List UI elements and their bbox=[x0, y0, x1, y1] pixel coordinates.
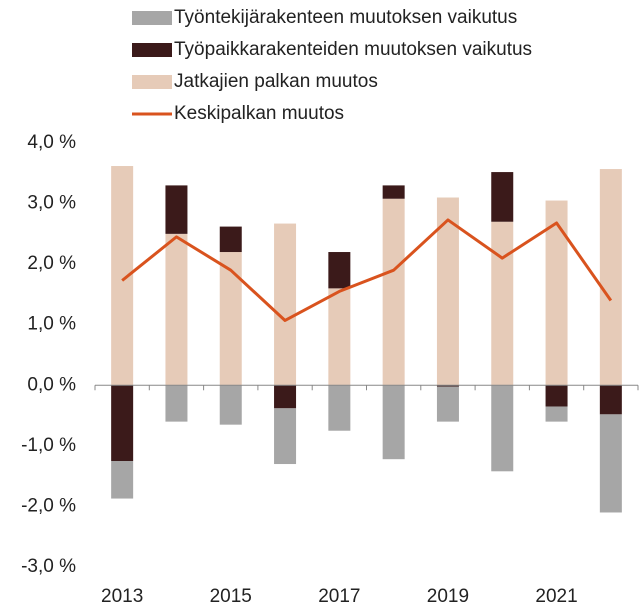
bar bbox=[165, 185, 188, 234]
bar bbox=[165, 385, 188, 422]
bar bbox=[328, 385, 351, 431]
bar bbox=[328, 252, 351, 289]
bar bbox=[219, 252, 242, 386]
y-tick-label: -1,0 % bbox=[21, 435, 76, 456]
x-tick-label: 2013 bbox=[101, 586, 143, 607]
bar bbox=[599, 414, 622, 513]
bar bbox=[382, 385, 405, 460]
bar bbox=[274, 408, 297, 465]
bar bbox=[111, 385, 134, 461]
bar bbox=[436, 385, 459, 387]
bar bbox=[491, 221, 514, 386]
bar bbox=[382, 185, 405, 199]
bar bbox=[219, 226, 242, 253]
bar bbox=[111, 461, 134, 499]
y-tick-label: 0,0 % bbox=[27, 374, 76, 395]
bar bbox=[545, 200, 568, 386]
bar bbox=[274, 385, 297, 409]
x-tick-label: 2015 bbox=[210, 586, 252, 607]
legend-swatch bbox=[132, 11, 172, 25]
legend-swatch bbox=[132, 75, 172, 89]
bar bbox=[491, 172, 514, 222]
bar bbox=[599, 385, 622, 415]
bar bbox=[274, 223, 297, 386]
bar bbox=[165, 233, 188, 386]
y-tick-label: -2,0 % bbox=[21, 495, 76, 516]
bar bbox=[382, 198, 405, 386]
legend-label: Työntekijärakenteen muutoksen vaikutus bbox=[174, 7, 517, 28]
bar bbox=[599, 169, 622, 386]
bar bbox=[491, 385, 514, 472]
y-tick-label: 1,0 % bbox=[27, 314, 76, 335]
y-tick-label: -3,0 % bbox=[21, 556, 76, 577]
x-tick-label: 2019 bbox=[427, 586, 469, 607]
y-tick-label: 3,0 % bbox=[27, 193, 76, 214]
legend-label: Jatkajien palkan muutos bbox=[174, 71, 378, 92]
bar bbox=[328, 288, 351, 386]
x-tick-label: 2017 bbox=[318, 586, 360, 607]
bar bbox=[545, 406, 568, 422]
legend-swatch bbox=[132, 43, 172, 57]
bar bbox=[545, 385, 568, 407]
x-tick-label: 2021 bbox=[535, 586, 577, 607]
y-tick-label: 4,0 % bbox=[27, 132, 76, 153]
y-tick-label: 2,0 % bbox=[27, 253, 76, 274]
bar bbox=[111, 166, 134, 386]
legend-label: Keskipalkan muutos bbox=[174, 103, 344, 124]
bar bbox=[436, 386, 459, 422]
bar bbox=[436, 197, 459, 386]
line bbox=[121, 218, 613, 322]
bar bbox=[219, 385, 242, 425]
legend-label: Työpaikkarakenteiden muutoksen vaikutus bbox=[174, 39, 532, 60]
